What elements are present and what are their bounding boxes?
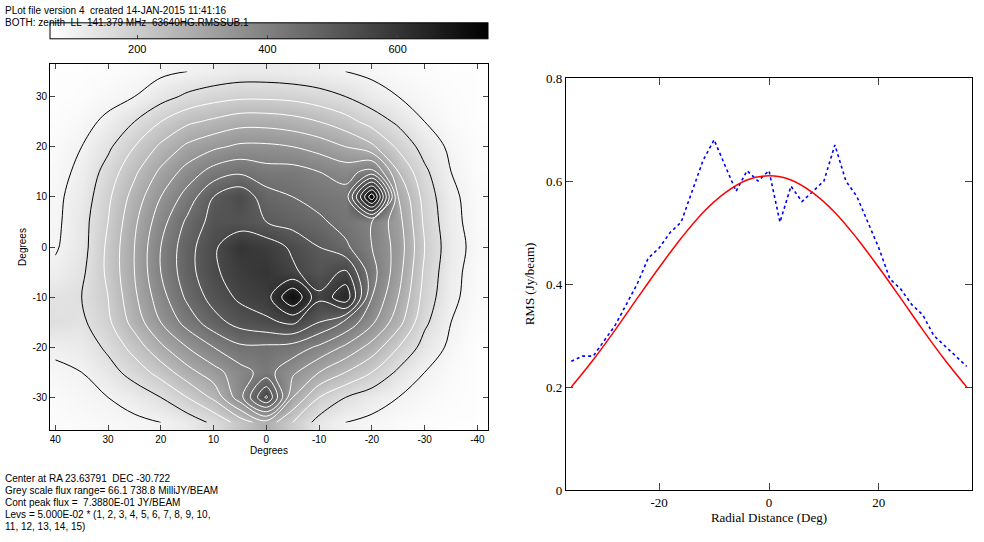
svg-text:Grey scale flux range= 66.1 73: Grey scale flux range= 66.1 738.8 MilliJ…: [5, 485, 218, 496]
svg-text:600: 600: [388, 43, 406, 55]
svg-text:20: 20: [36, 141, 48, 152]
svg-text:10: 10: [208, 434, 220, 445]
svg-text:PLot file version 4 created 1: PLot file version 4 created 14-JAN-2015 …: [5, 5, 226, 16]
svg-text:20: 20: [155, 434, 167, 445]
svg-text:30: 30: [36, 91, 48, 102]
svg-text:Center at RA 23.63791 DEC -30: Center at RA 23.63791 DEC -30.722: [5, 473, 171, 484]
svg-text:RMS (Jy/beam): RMS (Jy/beam): [522, 243, 537, 326]
svg-text:0: 0: [766, 495, 773, 510]
svg-text:400: 400: [258, 43, 276, 55]
svg-text:0: 0: [264, 434, 270, 445]
svg-text:Radial Distance (Deg): Radial Distance (Deg): [711, 510, 827, 525]
svg-text:-40: -40: [470, 434, 485, 445]
svg-text:Levs = 5.000E-02 * (1, 2, 3, 4: Levs = 5.000E-02 * (1, 2, 3, 4, 5, 6, 7,…: [5, 509, 210, 520]
svg-text:Degrees: Degrees: [250, 445, 288, 456]
svg-text:40: 40: [50, 434, 62, 445]
svg-text:0: 0: [556, 483, 563, 498]
svg-text:Cont peak flux = 7.3880E-01 J: Cont peak flux = 7.3880E-01 JY/BEAM: [5, 497, 180, 508]
svg-text:-30: -30: [33, 392, 48, 403]
svg-text:0.4: 0.4: [546, 277, 563, 292]
svg-text:-10: -10: [33, 292, 48, 303]
svg-text:30: 30: [102, 434, 114, 445]
svg-text:Degrees: Degrees: [17, 228, 28, 266]
svg-text:20: 20: [872, 495, 885, 510]
svg-text:-10: -10: [312, 434, 327, 445]
svg-text:0.6: 0.6: [546, 174, 563, 189]
svg-text:0.2: 0.2: [546, 380, 562, 395]
svg-text:0: 0: [41, 242, 47, 253]
svg-text:10: 10: [36, 191, 48, 202]
svg-text:-30: -30: [417, 434, 432, 445]
svg-text:-20: -20: [33, 342, 48, 353]
svg-text:-20: -20: [650, 495, 667, 510]
svg-text:200: 200: [128, 43, 146, 55]
svg-text:-20: -20: [365, 434, 380, 445]
svg-text:BOTH: zenith LL 141.379 MHz: BOTH: zenith LL 141.379 MHz 63640HG.RMSS…: [5, 17, 249, 28]
svg-text:0.8: 0.8: [546, 71, 562, 86]
svg-text:11, 12, 13, 14, 15): 11, 12, 13, 14, 15): [5, 521, 85, 532]
